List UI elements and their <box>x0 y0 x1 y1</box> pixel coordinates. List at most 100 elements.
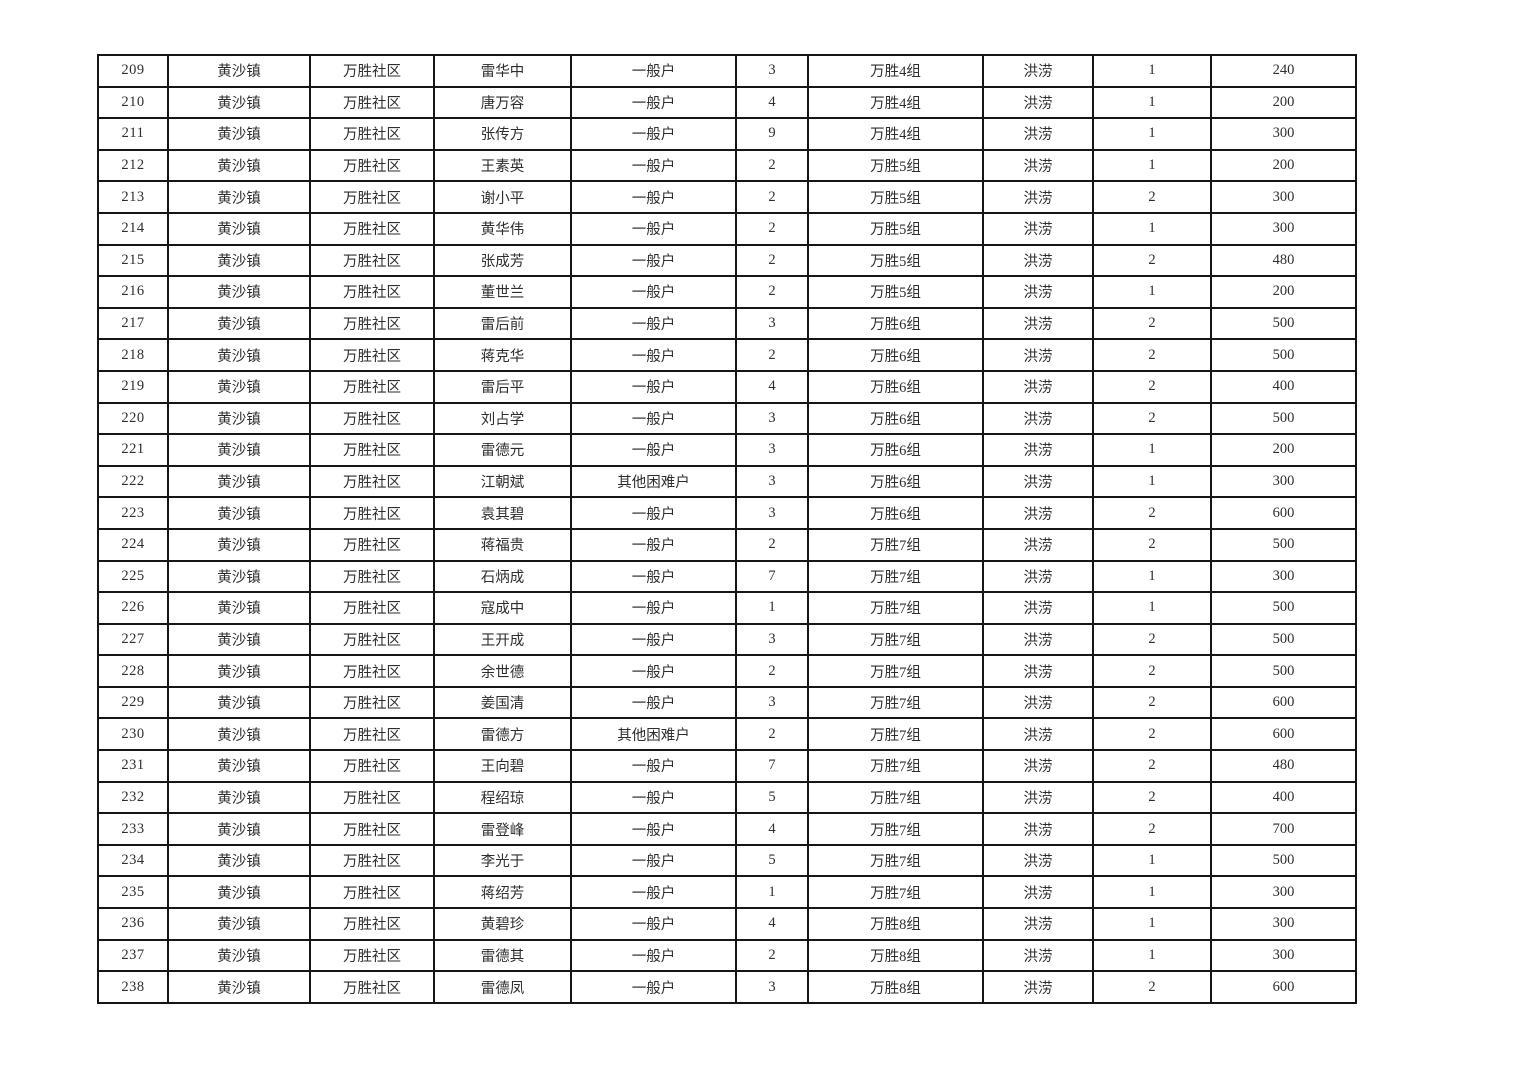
cell-group: 万胜7组 <box>807 717 984 752</box>
cell-community: 万胜社区 <box>309 369 435 404</box>
cell-town: 黄沙镇 <box>167 54 311 88</box>
cell-times: 1 <box>1092 275 1212 309</box>
cell-amount: 300 <box>1210 875 1357 910</box>
cell-name: 谢小平 <box>433 180 572 214</box>
cell-household-type: 一般户 <box>570 85 737 120</box>
cell-group: 万胜7组 <box>807 875 984 910</box>
cell-group: 万胜5组 <box>807 243 984 278</box>
cell-town: 黄沙镇 <box>167 433 311 467</box>
cell-household-type: 一般户 <box>570 527 737 562</box>
table-row: 233 黄沙镇 万胜社区 雷登峰 一般户 4 万胜7组 洪涝 2 700 <box>97 812 1357 846</box>
cell-people-count: 2 <box>735 717 809 752</box>
cell-times: 2 <box>1092 306 1212 341</box>
cell-no: 224 <box>97 527 169 562</box>
cell-disaster-type: 洪涝 <box>982 338 1094 372</box>
cell-times: 1 <box>1092 591 1212 625</box>
cell-group: 万胜5组 <box>807 275 984 309</box>
cell-times: 2 <box>1092 180 1212 214</box>
cell-people-count: 1 <box>735 875 809 910</box>
cell-no: 218 <box>97 338 169 372</box>
cell-town: 黄沙镇 <box>167 338 311 372</box>
cell-no: 230 <box>97 717 169 752</box>
cell-community: 万胜社区 <box>309 875 435 910</box>
cell-no: 233 <box>97 812 169 846</box>
cell-disaster-type: 洪涝 <box>982 401 1094 436</box>
cell-disaster-type: 洪涝 <box>982 843 1094 878</box>
cell-community: 万胜社区 <box>309 464 435 499</box>
cell-household-type: 一般户 <box>570 654 737 688</box>
cell-people-count: 2 <box>735 338 809 372</box>
cell-group: 万胜7组 <box>807 749 984 783</box>
cell-people-count: 2 <box>735 275 809 309</box>
cell-group: 万胜6组 <box>807 369 984 404</box>
table-row: 215 黄沙镇 万胜社区 张成芳 一般户 2 万胜5组 洪涝 2 480 <box>97 243 1357 278</box>
cell-household-type: 一般户 <box>570 211 737 246</box>
cell-name: 寇成中 <box>433 591 572 625</box>
cell-amount: 300 <box>1210 938 1357 973</box>
cell-community: 万胜社区 <box>309 685 435 720</box>
cell-amount: 300 <box>1210 907 1357 941</box>
cell-name: 董世兰 <box>433 275 572 309</box>
cell-town: 黄沙镇 <box>167 496 311 530</box>
cell-household-type: 其他困难户 <box>570 717 737 752</box>
cell-amount: 600 <box>1210 717 1357 752</box>
table-row: 231 黄沙镇 万胜社区 王向碧 一般户 7 万胜7组 洪涝 2 480 <box>97 749 1357 783</box>
cell-group: 万胜7组 <box>807 812 984 846</box>
cell-disaster-type: 洪涝 <box>982 907 1094 941</box>
table-row: 223 黄沙镇 万胜社区 袁其碧 一般户 3 万胜6组 洪涝 2 600 <box>97 496 1357 530</box>
cell-disaster-type: 洪涝 <box>982 812 1094 846</box>
cell-name: 王向碧 <box>433 749 572 783</box>
cell-group: 万胜4组 <box>807 117 984 151</box>
cell-community: 万胜社区 <box>309 812 435 846</box>
cell-times: 2 <box>1092 338 1212 372</box>
cell-group: 万胜6组 <box>807 338 984 372</box>
table-row: 237 黄沙镇 万胜社区 雷德其 一般户 2 万胜8组 洪涝 1 300 <box>97 938 1357 973</box>
cell-amount: 500 <box>1210 401 1357 436</box>
cell-disaster-type: 洪涝 <box>982 875 1094 910</box>
cell-community: 万胜社区 <box>309 591 435 625</box>
cell-town: 黄沙镇 <box>167 243 311 278</box>
cell-amount: 200 <box>1210 275 1357 309</box>
cell-disaster-type: 洪涝 <box>982 654 1094 688</box>
cell-times: 1 <box>1092 211 1212 246</box>
cell-community: 万胜社区 <box>309 338 435 372</box>
cell-people-count: 5 <box>735 843 809 878</box>
cell-disaster-type: 洪涝 <box>982 306 1094 341</box>
cell-town: 黄沙镇 <box>167 654 311 688</box>
cell-community: 万胜社区 <box>309 559 435 594</box>
cell-name: 蒋绍芳 <box>433 875 572 910</box>
cell-community: 万胜社区 <box>309 180 435 214</box>
cell-household-type: 一般户 <box>570 559 737 594</box>
table-row: 221 黄沙镇 万胜社区 雷德元 一般户 3 万胜6组 洪涝 1 200 <box>97 433 1357 467</box>
cell-household-type: 一般户 <box>570 243 737 278</box>
cell-people-count: 3 <box>735 464 809 499</box>
cell-disaster-type: 洪涝 <box>982 717 1094 752</box>
table-row: 226 黄沙镇 万胜社区 寇成中 一般户 1 万胜7组 洪涝 1 500 <box>97 591 1357 625</box>
table-row: 211 黄沙镇 万胜社区 张传方 一般户 9 万胜4组 洪涝 1 300 <box>97 117 1357 151</box>
cell-town: 黄沙镇 <box>167 559 311 594</box>
cell-amount: 500 <box>1210 527 1357 562</box>
cell-people-count: 2 <box>735 211 809 246</box>
cell-no: 234 <box>97 843 169 878</box>
cell-town: 黄沙镇 <box>167 211 311 246</box>
cell-household-type: 一般户 <box>570 54 737 88</box>
cell-community: 万胜社区 <box>309 622 435 657</box>
cell-household-type: 一般户 <box>570 338 737 372</box>
table-row: 219 黄沙镇 万胜社区 雷后平 一般户 4 万胜6组 洪涝 2 400 <box>97 369 1357 404</box>
cell-household-type: 一般户 <box>570 148 737 183</box>
cell-group: 万胜4组 <box>807 85 984 120</box>
cell-town: 黄沙镇 <box>167 306 311 341</box>
cell-people-count: 7 <box>735 749 809 783</box>
table-row: 238 黄沙镇 万胜社区 雷德凤 一般户 3 万胜8组 洪涝 2 600 <box>97 970 1357 1004</box>
cell-town: 黄沙镇 <box>167 180 311 214</box>
cell-name: 雷德凤 <box>433 970 572 1004</box>
table-row: 212 黄沙镇 万胜社区 王素英 一般户 2 万胜5组 洪涝 1 200 <box>97 148 1357 183</box>
cell-no: 236 <box>97 907 169 941</box>
cell-amount: 600 <box>1210 496 1357 530</box>
cell-times: 1 <box>1092 464 1212 499</box>
cell-disaster-type: 洪涝 <box>982 180 1094 214</box>
cell-household-type: 一般户 <box>570 496 737 530</box>
cell-times: 1 <box>1092 433 1212 467</box>
cell-no: 237 <box>97 938 169 973</box>
